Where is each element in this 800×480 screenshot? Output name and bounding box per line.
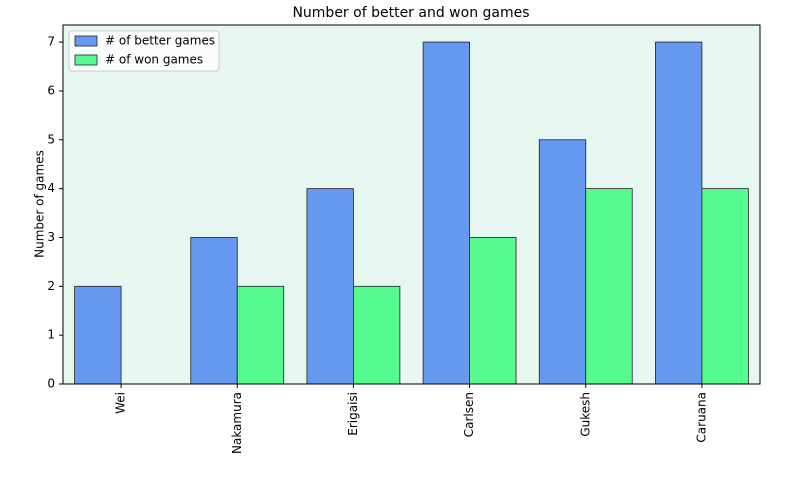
x-tick-label: Carlsen bbox=[462, 392, 476, 437]
x-tick-label: Caruana bbox=[694, 392, 708, 443]
y-tick-label: 3 bbox=[47, 230, 55, 244]
y-axis-label: Number of games bbox=[33, 150, 47, 258]
bar bbox=[74, 285, 122, 385]
x-tick-label: Gukesh bbox=[578, 392, 592, 437]
y-tick-label: 2 bbox=[47, 279, 55, 293]
y-tick-label: 7 bbox=[47, 35, 55, 49]
y-tick-label: 0 bbox=[47, 377, 55, 391]
bar bbox=[655, 41, 703, 385]
bar bbox=[422, 41, 470, 385]
y-tick-label: 1 bbox=[47, 328, 55, 342]
y-tick-label: 6 bbox=[47, 83, 55, 97]
bar bbox=[469, 237, 517, 385]
bar bbox=[585, 188, 633, 385]
bar bbox=[190, 237, 238, 385]
x-tick-label: Erigaisi bbox=[346, 392, 360, 436]
bar bbox=[538, 139, 587, 385]
bar bbox=[353, 285, 401, 385]
bar bbox=[701, 188, 749, 385]
bar bbox=[236, 285, 285, 385]
chart-title: Number of better and won games bbox=[292, 5, 529, 21]
legend-swatch bbox=[74, 35, 98, 47]
legend-swatch bbox=[74, 54, 98, 66]
x-tick-label: Wei bbox=[114, 392, 128, 414]
legend-label: # of better games bbox=[105, 34, 215, 48]
plot-frame bbox=[62, 24, 761, 385]
plot-background bbox=[63, 25, 760, 384]
bar bbox=[306, 188, 354, 385]
y-tick-label: 4 bbox=[47, 181, 55, 195]
legend-box bbox=[68, 30, 220, 72]
y-tick-label: 5 bbox=[47, 132, 55, 146]
legend-label: # of won games bbox=[105, 53, 203, 67]
x-tick-label: Nakamura bbox=[230, 392, 244, 454]
